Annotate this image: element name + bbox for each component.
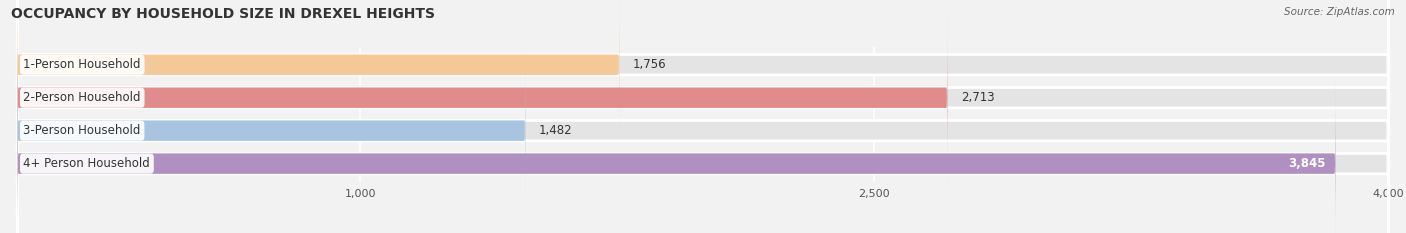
Text: 1,482: 1,482 [538, 124, 572, 137]
Text: 2,713: 2,713 [962, 91, 995, 104]
Text: OCCUPANCY BY HOUSEHOLD SIZE IN DREXEL HEIGHTS: OCCUPANCY BY HOUSEHOLD SIZE IN DREXEL HE… [11, 7, 436, 21]
FancyBboxPatch shape [17, 0, 620, 153]
Text: 1-Person Household: 1-Person Household [24, 58, 141, 71]
FancyBboxPatch shape [17, 9, 1389, 186]
FancyBboxPatch shape [17, 42, 526, 219]
Text: Source: ZipAtlas.com: Source: ZipAtlas.com [1284, 7, 1395, 17]
Text: 3-Person Household: 3-Person Household [24, 124, 141, 137]
FancyBboxPatch shape [17, 0, 1389, 153]
FancyBboxPatch shape [17, 75, 1389, 233]
FancyBboxPatch shape [17, 9, 948, 186]
FancyBboxPatch shape [17, 42, 1389, 219]
Text: 2-Person Household: 2-Person Household [24, 91, 141, 104]
FancyBboxPatch shape [17, 75, 1336, 233]
Text: 4+ Person Household: 4+ Person Household [24, 157, 150, 170]
Text: 3,845: 3,845 [1288, 157, 1326, 170]
Text: 1,756: 1,756 [633, 58, 666, 71]
